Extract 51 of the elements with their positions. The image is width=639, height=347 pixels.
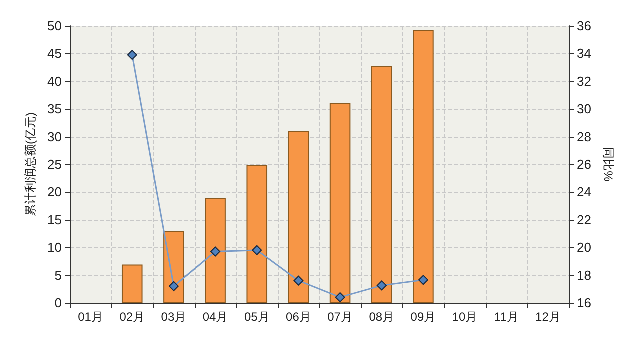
x-tick-label: 01月 xyxy=(78,310,104,324)
x-tick-label: 06月 xyxy=(286,310,312,324)
y2-tick-label: 28 xyxy=(577,129,592,144)
x-tick-label: 11月 xyxy=(494,310,519,324)
bar xyxy=(371,66,392,303)
x-tick-label: 12月 xyxy=(536,310,561,324)
x-tick-label: 02月 xyxy=(120,310,146,324)
y2-tick-label: 18 xyxy=(577,268,592,283)
x-tick-label: 10月 xyxy=(452,310,478,324)
y-tick-label: 25 xyxy=(48,157,62,172)
y2-tick-label: 34 xyxy=(577,46,592,62)
y2-tick-label: 20 xyxy=(577,240,592,256)
y-tick-label: 10 xyxy=(48,240,62,256)
point xyxy=(252,245,262,256)
y2-axis-title: 同比% xyxy=(601,147,616,182)
point xyxy=(294,276,304,286)
x-tick-label: 05月 xyxy=(244,310,270,324)
bar xyxy=(330,104,351,303)
bar xyxy=(246,165,268,303)
x-tick-label: 09月 xyxy=(410,310,436,324)
y2-tick-label: 32 xyxy=(577,74,592,89)
y-tick-label: 0 xyxy=(54,296,62,310)
y-tick-label: 45 xyxy=(48,46,62,62)
y-tick-label: 30 xyxy=(48,129,62,144)
point xyxy=(376,280,387,291)
y2-tick-label: 22 xyxy=(577,212,592,228)
bar xyxy=(288,131,310,303)
y-tick-label: 35 xyxy=(48,102,62,117)
y2-tick-label: 36 xyxy=(577,18,592,34)
y-tick-label: 50 xyxy=(48,18,62,34)
x-tick-label: 03月 xyxy=(161,310,187,324)
bar xyxy=(122,264,143,303)
y-tick-label: 15 xyxy=(48,212,62,228)
y-tick-label: 5 xyxy=(54,268,62,283)
x-tick-label: 08月 xyxy=(369,310,395,324)
x-tick-label: 07月 xyxy=(328,310,353,324)
point xyxy=(418,275,428,286)
y-axis-title: 累计利润总额(亿元) xyxy=(24,112,38,216)
bar xyxy=(205,198,226,303)
y2-tick-label: 16 xyxy=(577,296,592,310)
point xyxy=(335,292,346,302)
y2-tick-label: 24 xyxy=(577,184,592,200)
point xyxy=(210,246,221,257)
y2-tick-label: 26 xyxy=(577,157,592,172)
y2-tick-label: 30 xyxy=(577,102,592,117)
y-tick-label: 40 xyxy=(48,74,62,89)
point xyxy=(127,50,138,60)
point xyxy=(168,281,179,292)
bar xyxy=(413,30,434,303)
y-tick-label: 20 xyxy=(48,184,62,200)
x-tick-label: 04月 xyxy=(202,310,228,324)
